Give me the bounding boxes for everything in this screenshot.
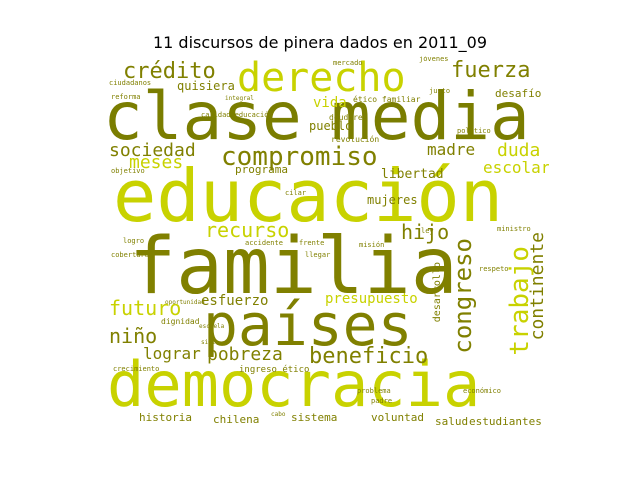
word-media: media xyxy=(331,78,530,155)
word-democracia: democracia xyxy=(109,348,481,421)
word-accidente: accidente xyxy=(245,239,283,247)
word-salud: salud xyxy=(435,415,469,428)
word-objetivo: objetivo xyxy=(111,167,145,175)
word-educacion: educación xyxy=(113,154,504,238)
word-recurso: recurso xyxy=(205,218,290,242)
word-ingreso-etico: ingreso ético xyxy=(239,365,310,375)
word-meses: meses xyxy=(129,152,184,173)
word-desafio: desafío xyxy=(495,87,542,100)
word-continente: continente xyxy=(527,232,548,341)
word-logro: logro xyxy=(123,237,145,245)
word-chilena: chilena xyxy=(213,413,260,426)
word-ministro: ministro xyxy=(497,225,531,233)
word-cabo: cabo xyxy=(271,411,286,418)
word-estudiantes: estudiantes xyxy=(469,415,542,428)
word-familia: familia xyxy=(129,222,458,312)
word-padre: padre xyxy=(371,397,393,405)
word-pobreza: pobreza xyxy=(207,344,283,365)
word-desarrollo: desarrollo xyxy=(432,262,443,323)
word-quisiera: quisiera xyxy=(177,79,235,93)
word-dignidad: dignidad xyxy=(161,317,200,326)
word-paises: países xyxy=(203,291,413,359)
word-mercado: mercado xyxy=(333,59,363,67)
word-derecho: derecho xyxy=(237,56,406,101)
word-fuerza: fuerza xyxy=(451,58,531,83)
word-presupuesto: presupuesto xyxy=(325,291,418,307)
word-frente: frente xyxy=(299,239,325,247)
word-mujeres: mujeres xyxy=(367,193,418,207)
word-escolar: escolar xyxy=(483,158,549,177)
word-etico-familiar: ético familiar xyxy=(353,95,421,104)
word-jovenes: jóvenes xyxy=(419,56,449,63)
word-esfuerzo: esfuerzo xyxy=(201,293,269,309)
word-politico: político xyxy=(457,127,491,135)
word-historia: historia xyxy=(139,411,192,424)
word-pueblo: pueblo xyxy=(309,119,353,133)
word-ciudadanos: ciudadanos xyxy=(109,79,152,87)
word-deudores: deudores xyxy=(329,113,368,122)
word-cloud: clase media educación familia democracia… xyxy=(109,56,549,428)
word-sociedad: sociedad xyxy=(109,140,196,161)
chart-title: 11 discursos de pinera dados en 2011_09 xyxy=(152,33,488,52)
word-cilar: cilar xyxy=(285,189,307,197)
word-respeto: respeto xyxy=(479,265,509,273)
word-hijo: hijo xyxy=(401,220,450,244)
word-libertad: libertad xyxy=(381,167,444,182)
word-problema: problema xyxy=(357,387,391,395)
word-escuela: escuela xyxy=(199,323,225,330)
word-integral: integral xyxy=(225,95,254,102)
word-futuro: futuro xyxy=(109,296,182,320)
word-duda: duda xyxy=(497,140,541,161)
word-sistema: sistema xyxy=(291,411,338,424)
word-programa: programa xyxy=(235,163,288,176)
word-clase: clase xyxy=(109,78,302,155)
word-economico: económico xyxy=(463,387,501,395)
word-mision: misión xyxy=(359,241,385,249)
word-voluntad: voluntad xyxy=(371,411,424,424)
word-justo: justo xyxy=(429,87,451,95)
word-compromiso: compromiso xyxy=(221,142,378,172)
word-calidad-educacion: calidad educación xyxy=(201,111,273,119)
word-lograr: lograr xyxy=(143,344,201,363)
word-revolucion: revolución xyxy=(331,135,380,144)
word-vida: vida xyxy=(313,95,347,111)
word-llegar: llegar xyxy=(305,251,331,259)
word-cobertura: cobertura xyxy=(111,251,149,259)
word-oportunidad: oportunidad xyxy=(165,299,205,306)
word-reforma: reforma xyxy=(111,93,141,101)
word-congreso: congreso xyxy=(449,238,477,354)
word-beneficio: beneficio xyxy=(309,344,429,369)
word-madre: madre xyxy=(427,140,476,159)
word-siglo: siglo xyxy=(201,339,220,346)
word-crecimiento: crecimiento xyxy=(113,365,160,373)
word-credito: crédito xyxy=(123,59,216,84)
word-ley: ley xyxy=(421,227,434,235)
word-nino: niño xyxy=(109,324,158,348)
